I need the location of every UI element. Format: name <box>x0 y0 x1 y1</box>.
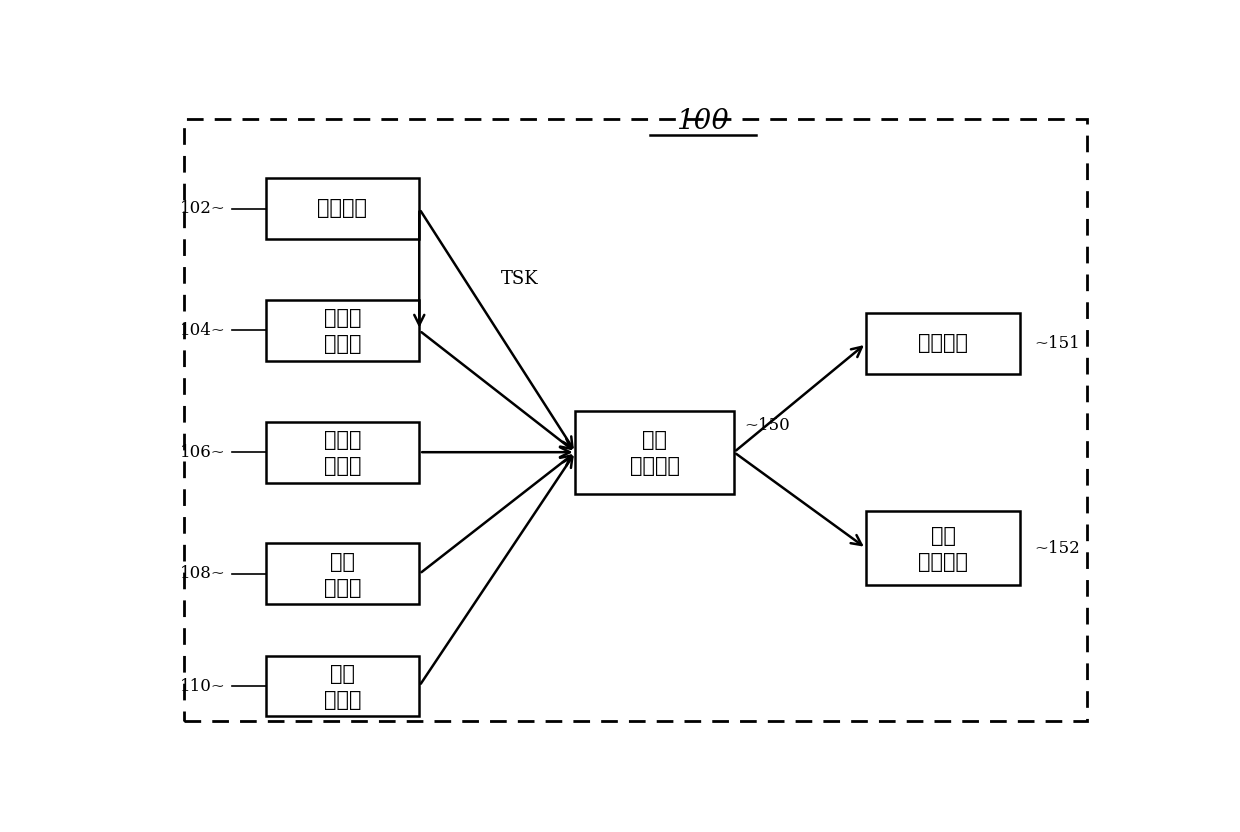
Text: 110~: 110~ <box>180 677 226 695</box>
Text: 预测报告: 预测报告 <box>918 553 968 572</box>
Text: 规划系统: 规划系统 <box>630 457 680 476</box>
Text: 雇员: 雇员 <box>330 553 355 572</box>
Bar <box>265 300 419 361</box>
Text: 106~: 106~ <box>180 443 226 461</box>
Text: 日程表: 日程表 <box>324 431 361 450</box>
Bar <box>265 422 419 483</box>
Text: 数据库: 数据库 <box>324 457 361 476</box>
Text: 任务输入: 任务输入 <box>317 199 367 218</box>
Text: ~150: ~150 <box>744 417 790 433</box>
Text: 102~: 102~ <box>180 201 226 217</box>
Text: 108~: 108~ <box>180 566 226 582</box>
Text: 知识: 知识 <box>330 665 355 684</box>
Bar <box>265 543 419 604</box>
Text: ~151: ~151 <box>1034 334 1080 352</box>
Text: 数据库: 数据库 <box>324 335 361 354</box>
Text: 子任务: 子任务 <box>324 310 361 329</box>
Text: 能力: 能力 <box>930 527 956 547</box>
Text: 数据库: 数据库 <box>324 691 361 710</box>
Text: 能力报告: 能力报告 <box>918 334 968 353</box>
Bar <box>265 656 419 716</box>
Text: 能力: 能力 <box>642 431 667 450</box>
Bar <box>866 512 1019 585</box>
Text: 数据库: 数据库 <box>324 578 361 597</box>
Text: ~152: ~152 <box>1034 540 1080 557</box>
Text: 100: 100 <box>676 108 729 135</box>
Bar <box>866 313 1019 374</box>
Text: TSK: TSK <box>501 270 538 288</box>
Text: 104~: 104~ <box>180 322 226 339</box>
Bar <box>265 178 419 239</box>
Bar <box>575 410 734 494</box>
